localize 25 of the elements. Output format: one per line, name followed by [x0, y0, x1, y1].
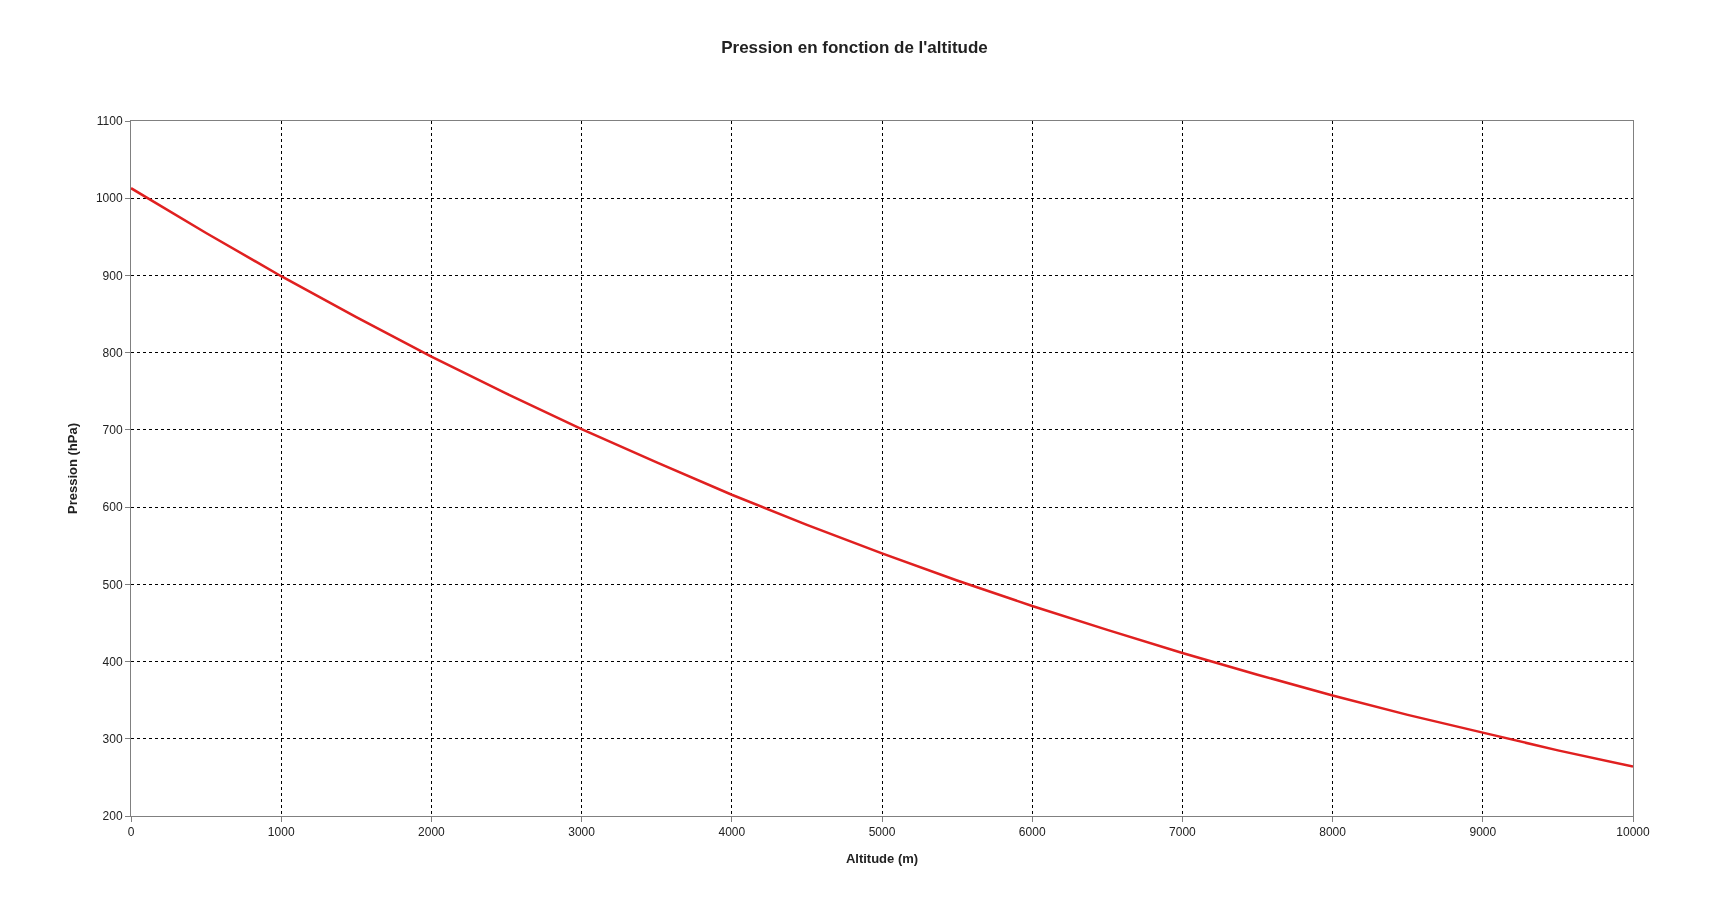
- x-tick-label: 5000: [868, 825, 896, 840]
- x-tick-label: 9000: [1469, 825, 1497, 840]
- y-tick-label: 800: [102, 345, 123, 360]
- x-tick-label: 6000: [1018, 825, 1046, 840]
- y-tick-label: 700: [102, 423, 123, 438]
- y-tick-label: 300: [102, 731, 123, 746]
- line-series: [131, 186, 1633, 768]
- y-tick-label: 400: [102, 654, 123, 669]
- x-tick-label: 4000: [718, 825, 746, 840]
- y-tick-label: 600: [102, 500, 123, 515]
- chart-title: Pression en fonction de l'altitude: [721, 37, 988, 57]
- y-tick-label: 1100: [96, 114, 123, 129]
- y-tick-label: 200: [102, 809, 123, 824]
- x-axis-title: Altitude (m): [845, 851, 919, 866]
- x-tick-label: 8000: [1319, 825, 1347, 840]
- x-tick-label: 2000: [418, 825, 446, 840]
- x-tick-label: 7000: [1169, 825, 1197, 840]
- y-tick-label: 1000: [95, 191, 123, 206]
- y-tick-label: 500: [102, 577, 123, 592]
- x-tick-label: 3000: [568, 825, 596, 840]
- x-tick-label: 1000: [267, 825, 295, 840]
- x-tick-label: 10000: [1616, 825, 1651, 840]
- x-tick-label: 0: [127, 825, 135, 840]
- y-tick-label: 900: [102, 268, 123, 283]
- y-axis-title: Pression (hPa): [64, 422, 80, 515]
